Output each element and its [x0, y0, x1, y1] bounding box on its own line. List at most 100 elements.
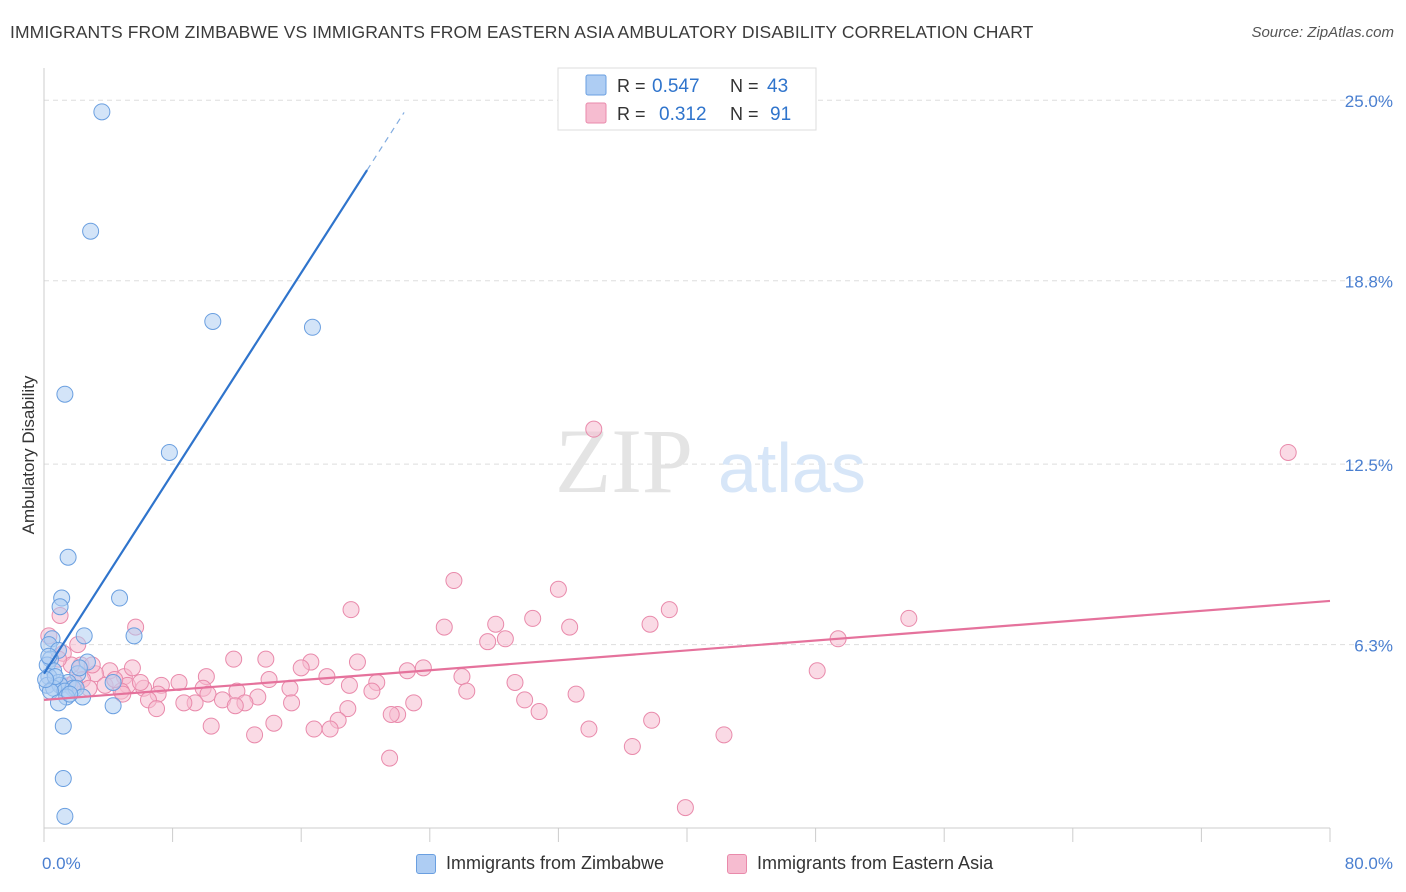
y-tick-labels: 6.3% 12.5% 18.8% 25.0% — [1345, 92, 1393, 655]
point-eastern-asia — [458, 682, 476, 700]
legend-item-eastern-asia: Immigrants from Eastern Asia — [727, 853, 993, 874]
x-tick-label: 80.0% — [1345, 854, 1393, 873]
chart-title: IMMIGRANTS FROM ZIMBABWE VS IMMIGRANTS F… — [10, 22, 1034, 42]
point-eastern-asia — [246, 726, 264, 744]
point-eastern-asia — [561, 618, 579, 636]
point-zimbabwe — [82, 222, 100, 240]
point-eastern-asia — [808, 662, 826, 680]
point-eastern-asia — [585, 420, 603, 438]
point-zimbabwe — [125, 627, 143, 645]
point-eastern-asia — [641, 615, 659, 633]
point-eastern-asia — [342, 601, 360, 619]
grid-lines — [44, 99, 1392, 646]
legend-label-eastern-asia: Immigrants from Eastern Asia — [757, 853, 994, 873]
source-label: Source: ZipAtlas.com — [1251, 24, 1394, 41]
stats-n-label-eastern-asia: N = — [730, 104, 759, 124]
point-eastern-asia — [549, 580, 567, 598]
point-eastern-asia — [131, 673, 149, 691]
y-tick-label: 18.8% — [1345, 273, 1393, 292]
stats-r-value-eastern-asia: 0.312 — [659, 104, 707, 125]
legend-label-zimbabwe: Immigrants from Zimbabwe — [446, 853, 665, 873]
point-eastern-asia — [900, 609, 918, 627]
point-eastern-asia — [382, 705, 400, 723]
point-eastern-asia — [265, 714, 283, 732]
stats-swatch-zimbabwe — [585, 74, 607, 96]
point-eastern-asia — [348, 653, 366, 671]
point-eastern-asia — [516, 691, 534, 709]
point-eastern-asia — [506, 673, 524, 691]
point-eastern-asia — [199, 685, 217, 703]
legend-swatch-zimbabwe — [416, 853, 436, 874]
point-zimbabwe — [61, 685, 79, 703]
axes — [43, 68, 1331, 842]
point-zimbabwe — [54, 717, 72, 735]
point-eastern-asia — [321, 720, 339, 738]
watermark-atlas: atlas — [718, 429, 866, 507]
point-eastern-asia — [363, 682, 381, 700]
point-zimbabwe — [75, 627, 93, 645]
stats-n-value-zimbabwe: 43 — [767, 76, 788, 97]
point-eastern-asia — [524, 609, 542, 627]
stats-box: R = 0.547 N = 43 R = 0.312 N = 91 — [557, 67, 817, 131]
point-zimbabwe — [104, 697, 122, 715]
watermark-zip: ZIP — [555, 410, 693, 512]
point-eastern-asia — [445, 572, 463, 590]
point-eastern-asia — [715, 726, 733, 744]
point-eastern-asia — [281, 679, 299, 697]
point-eastern-asia — [257, 650, 275, 668]
stats-swatch-eastern-asia — [585, 102, 607, 124]
point-zimbabwe — [56, 385, 74, 403]
point-eastern-asia — [580, 720, 598, 738]
point-eastern-asia — [202, 717, 220, 735]
point-zimbabwe — [111, 589, 129, 607]
stats-r-label-eastern-asia: R = — [617, 104, 646, 124]
point-eastern-asia — [405, 694, 423, 712]
point-eastern-asia — [123, 659, 141, 677]
stats-n-value-eastern-asia: 91 — [770, 104, 791, 125]
stats-r-label-zimbabwe: R = — [617, 76, 646, 96]
point-eastern-asia — [339, 700, 357, 718]
point-eastern-asia — [530, 703, 548, 721]
point-eastern-asia — [225, 650, 243, 668]
point-zimbabwe — [104, 673, 122, 691]
point-eastern-asia — [175, 694, 193, 712]
point-eastern-asia — [453, 668, 471, 686]
point-eastern-asia — [496, 630, 514, 648]
legend-item-zimbabwe: Immigrants from Zimbabwe — [416, 853, 664, 874]
point-zimbabwe — [37, 671, 55, 689]
x-tick-label: 0.0% — [42, 854, 81, 873]
point-eastern-asia — [676, 799, 694, 817]
point-eastern-asia — [226, 697, 244, 715]
point-eastern-asia — [660, 601, 678, 619]
point-eastern-asia — [479, 633, 497, 651]
point-eastern-asia — [283, 694, 301, 712]
point-eastern-asia — [1279, 443, 1297, 461]
point-eastern-asia — [292, 659, 310, 677]
y-axis-label: Ambulatory Disability — [19, 375, 38, 534]
point-eastern-asia — [414, 659, 432, 677]
point-eastern-asia — [148, 700, 166, 718]
trend-lines — [43, 112, 1331, 702]
trend-line-zimbabwe — [43, 169, 369, 675]
legend-swatch-eastern-asia — [727, 853, 747, 874]
point-eastern-asia — [305, 720, 323, 738]
x-tick-labels: 0.0% 80.0% — [42, 854, 1393, 873]
watermark: ZIP atlas — [555, 410, 866, 512]
point-eastern-asia — [623, 737, 641, 755]
y-tick-label: 6.3% — [1354, 637, 1393, 656]
stats-r-value-zimbabwe: 0.547 — [652, 76, 700, 97]
stats-n-label-zimbabwe: N = — [730, 76, 759, 96]
y-tick-label: 25.0% — [1345, 92, 1393, 111]
point-eastern-asia — [487, 615, 505, 633]
point-zimbabwe — [54, 770, 72, 788]
point-zimbabwe — [93, 103, 111, 121]
y-tick-label: 12.5% — [1345, 456, 1393, 475]
point-zimbabwe — [59, 548, 77, 566]
point-zimbabwe — [160, 443, 178, 461]
point-eastern-asia — [643, 711, 661, 729]
point-eastern-asia — [260, 671, 278, 689]
trend-line-zimbabwe-extension — [366, 112, 405, 171]
point-zimbabwe — [56, 807, 74, 825]
point-eastern-asia — [340, 676, 358, 694]
